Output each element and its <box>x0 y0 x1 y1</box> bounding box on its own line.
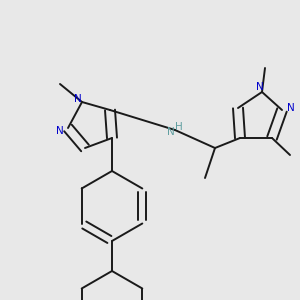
Text: N: N <box>167 127 175 137</box>
Text: N: N <box>287 103 295 113</box>
Text: N: N <box>256 82 264 92</box>
Text: H: H <box>175 122 183 132</box>
Text: N: N <box>74 94 82 104</box>
Text: N: N <box>56 126 64 136</box>
